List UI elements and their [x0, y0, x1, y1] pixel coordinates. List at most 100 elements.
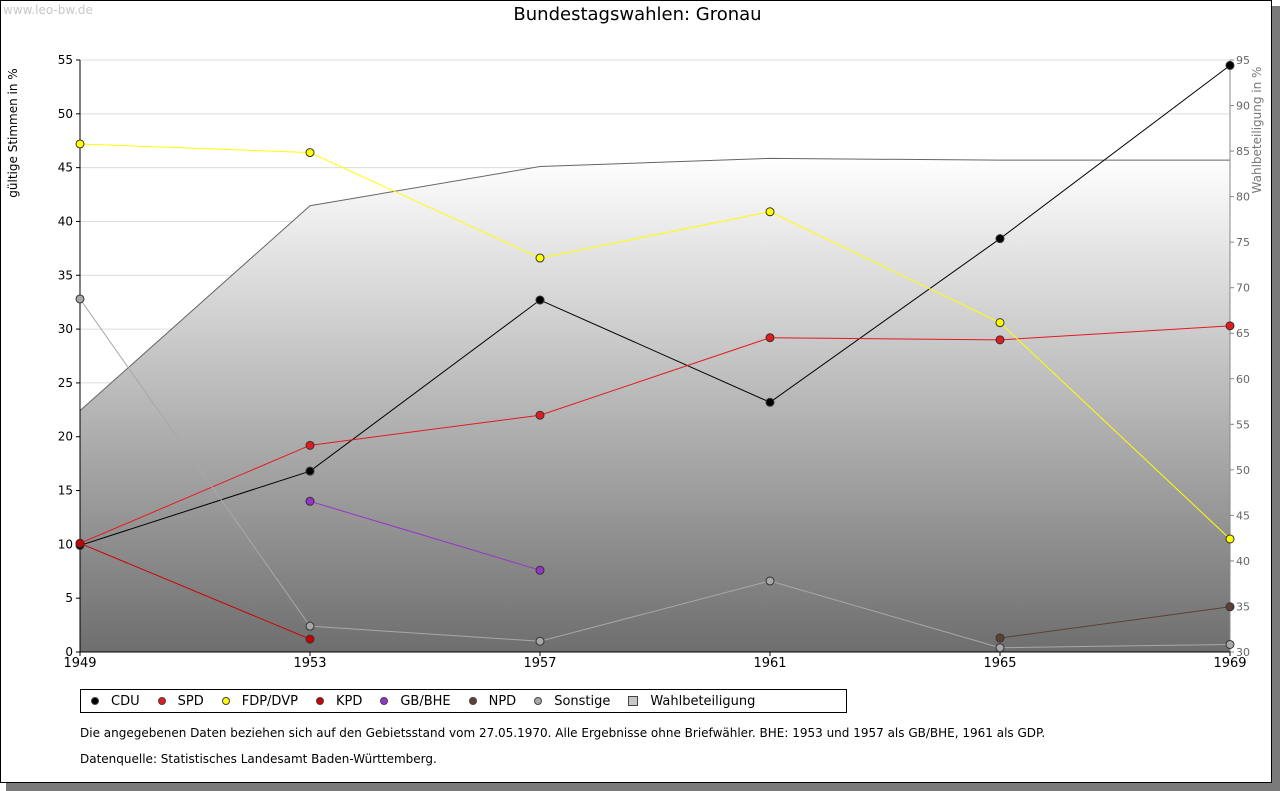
- point-kpd-1949: [75, 538, 85, 548]
- point-npd-1965: [995, 633, 1005, 643]
- point-fdp-dvp-1949: [75, 139, 85, 149]
- note-data-basis: Die angegebenen Daten beziehen sich auf …: [80, 726, 1046, 740]
- legend-item-gb-bhe: GB/BHE: [380, 693, 451, 709]
- chart-svg: 0 5 10 15 20 25 30 35 40 45 50 55 30 35 40 45 50 55 60 65 70…: [6, 53, 1264, 671]
- point-sonstige-1949: [75, 294, 85, 304]
- legend-marker-gb-bhe: [380, 697, 389, 705]
- y2-tick-label-80: 80: [1236, 191, 1250, 204]
- point-sonstige-1957: [535, 636, 545, 646]
- legend-label-kpd: KPD: [335, 693, 363, 709]
- legend: CDU SPD FDP/DVP KPD GB/BHE NPD Sonstige Wahlbet…: [80, 689, 847, 713]
- frame-shadow-bottom: [6, 783, 1280, 791]
- series-line-gb-bhe: [309, 500, 541, 571]
- y-tick-label-40: 40: [58, 214, 73, 228]
- point-fdp-dvp-1953: [305, 148, 315, 158]
- legend-item-wahlbeteiligung: Wahlbeteiligung: [628, 694, 755, 709]
- x-tick-label-1965: 1965: [983, 656, 1016, 671]
- point-fdp-dvp-1961: [765, 207, 775, 217]
- point-gb-bhe-1953: [305, 496, 315, 506]
- y-axis-label: gültige Stimmen in %: [6, 68, 20, 197]
- y-tick-label-50: 50: [58, 107, 73, 121]
- y-tick-label-35: 35: [58, 268, 73, 282]
- legend-label-fdp-dvp: FDP/DVP: [241, 693, 298, 709]
- legend-marker-spd: [157, 697, 166, 705]
- turnout-line: [79, 157, 1230, 412]
- series-group: [75, 60, 1235, 653]
- point-spd-1953: [305, 440, 315, 450]
- y-tick-label-30: 30: [58, 322, 73, 336]
- y2-tick-label-30: 30: [1236, 646, 1250, 659]
- legend-item-kpd: KPD: [315, 693, 363, 709]
- point-sonstige-1953: [305, 621, 315, 631]
- legend-item-spd: SPD: [157, 693, 204, 709]
- legend-marker-npd: [468, 697, 477, 705]
- axes: 0 5 10 15 20 25 30 35 40 45 50 55 30 35 40 45 50 55 60 65 70…: [58, 53, 1250, 671]
- point-sonstige-1965: [995, 643, 1005, 653]
- y-tick-label-0: 0: [65, 645, 73, 659]
- y2-tick-label-55: 55: [1236, 418, 1250, 431]
- y2-tick-label-70: 70: [1236, 282, 1250, 295]
- point-sonstige-1961: [765, 576, 775, 586]
- legend-marker-fdp-dvp: [221, 697, 230, 705]
- legend-label-sonstige: Sonstige: [554, 693, 611, 709]
- y2-axis-label: Wahlbeteiligung in %: [1250, 67, 1264, 194]
- x-tick-label-1949: 1949: [63, 656, 96, 671]
- point-fdp-dvp-1969: [1225, 534, 1235, 544]
- legend-label-gb-bhe: GB/BHE: [400, 693, 451, 709]
- point-fdp-dvp-1965: [995, 318, 1005, 328]
- point-gb-bhe-1957: [535, 565, 545, 575]
- legend-item-fdp-dvp: FDP/DVP: [221, 693, 298, 709]
- turnout-area: [80, 158, 1230, 652]
- y2-tick-label-90: 90: [1236, 100, 1250, 113]
- x-tick-label-1969: 1969: [1213, 656, 1246, 671]
- legend-marker-kpd: [315, 697, 324, 705]
- y2-tick-label-60: 60: [1236, 373, 1250, 386]
- legend-label-npd: NPD: [488, 693, 517, 709]
- y-tick-label-25: 25: [58, 376, 73, 390]
- chart-title: Bundestagswahlen: Gronau: [513, 4, 762, 25]
- x-tick-label-1961: 1961: [753, 656, 786, 671]
- point-sonstige-1969: [1225, 639, 1235, 649]
- y2-tick-label-45: 45: [1236, 509, 1250, 522]
- y-tick-label-45: 45: [58, 161, 73, 175]
- y-tick-label-55: 55: [58, 53, 73, 67]
- series-line-fdp-dvp: [79, 143, 1231, 540]
- legend-marker-wahlbeteiligung: [628, 696, 639, 706]
- watermark: www.leo-bw.de: [3, 3, 93, 17]
- frame-shadow-right: [1272, 6, 1280, 791]
- point-spd-1961: [765, 333, 775, 343]
- y-tick-label-15: 15: [58, 484, 73, 498]
- point-cdu-1953: [305, 466, 315, 476]
- series-line-sonstige: [79, 298, 1231, 649]
- y-tick-label-20: 20: [58, 430, 73, 444]
- point-cdu-1961: [765, 397, 775, 407]
- point-npd-1969: [1225, 602, 1235, 612]
- y2-tick-label-40: 40: [1236, 555, 1250, 568]
- y2-tick-label-85: 85: [1236, 145, 1250, 158]
- legend-marker-cdu: [91, 697, 99, 705]
- point-spd-1957: [535, 410, 545, 420]
- point-cdu-1965: [995, 234, 1005, 244]
- legend-label-spd: SPD: [177, 693, 204, 709]
- y-tick-label-10: 10: [58, 537, 73, 551]
- series-line-kpd: [79, 542, 311, 640]
- note-data-source: Datenquelle: Statistisches Landesamt Bad…: [80, 752, 437, 766]
- series-line-cdu: [79, 64, 1231, 546]
- y2-tick-label-75: 75: [1236, 236, 1250, 249]
- legend-label-cdu: CDU: [111, 693, 140, 709]
- legend-label-wahlbeteiligung: Wahlbeteiligung: [650, 693, 756, 709]
- point-spd-1965: [995, 335, 1005, 345]
- point-cdu-1969: [1225, 60, 1235, 70]
- point-kpd-1953: [305, 634, 315, 644]
- y2-tick-label-95: 95: [1236, 54, 1250, 67]
- x-tick-label-1953: 1953: [293, 656, 326, 671]
- legend-item-npd: NPD: [468, 693, 517, 709]
- legend-marker-sonstige: [534, 697, 543, 705]
- y2-tick-label-65: 65: [1236, 327, 1250, 340]
- y2-tick-label-50: 50: [1236, 464, 1250, 477]
- legend-item-cdu: CDU: [91, 694, 140, 709]
- series-line-spd: [79, 325, 1231, 544]
- point-fdp-dvp-1957: [535, 253, 545, 263]
- series-line-npd: [999, 606, 1231, 639]
- y2-tick-label-35: 35: [1236, 600, 1250, 613]
